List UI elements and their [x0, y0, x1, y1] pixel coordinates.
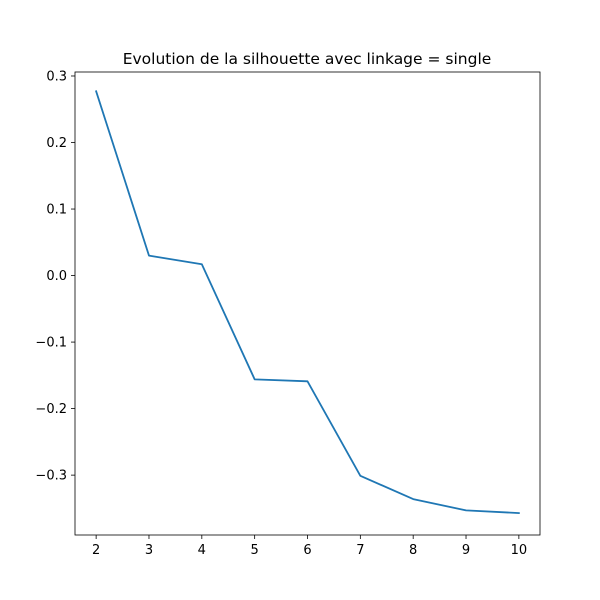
y-tick-label: −0.2 — [35, 402, 67, 417]
x-tick-label: 8 — [409, 543, 417, 558]
chart-title: Evolution de la silhouette avec linkage … — [123, 50, 492, 68]
y-tick-label: 0.3 — [46, 69, 67, 84]
y-axis: 0.3 0.2 0.1 0.0 −0.1 −0.2 −0.3 — [35, 69, 75, 484]
plot-area-frame — [74, 71, 541, 536]
y-tick-label: 0.1 — [46, 203, 67, 218]
x-tick-label: 7 — [356, 543, 364, 558]
x-tick-label: 4 — [198, 543, 206, 558]
y-tick-label: −0.3 — [35, 469, 67, 484]
x-tick-label: 10 — [511, 543, 528, 558]
x-tick-label: 5 — [251, 543, 259, 558]
y-tick-label: −0.1 — [35, 336, 67, 351]
x-tick-label: 6 — [303, 543, 311, 558]
y-tick-label: 0.0 — [46, 269, 67, 284]
series-line — [95, 90, 520, 514]
x-tick-label: 9 — [462, 543, 470, 558]
x-tick-label: 2 — [92, 543, 100, 558]
x-tick-label: 3 — [145, 543, 153, 558]
series-layer — [95, 90, 520, 514]
x-axis: 2 3 4 5 6 7 8 9 10 — [92, 535, 527, 558]
y-tick-label: 0.2 — [46, 136, 67, 151]
